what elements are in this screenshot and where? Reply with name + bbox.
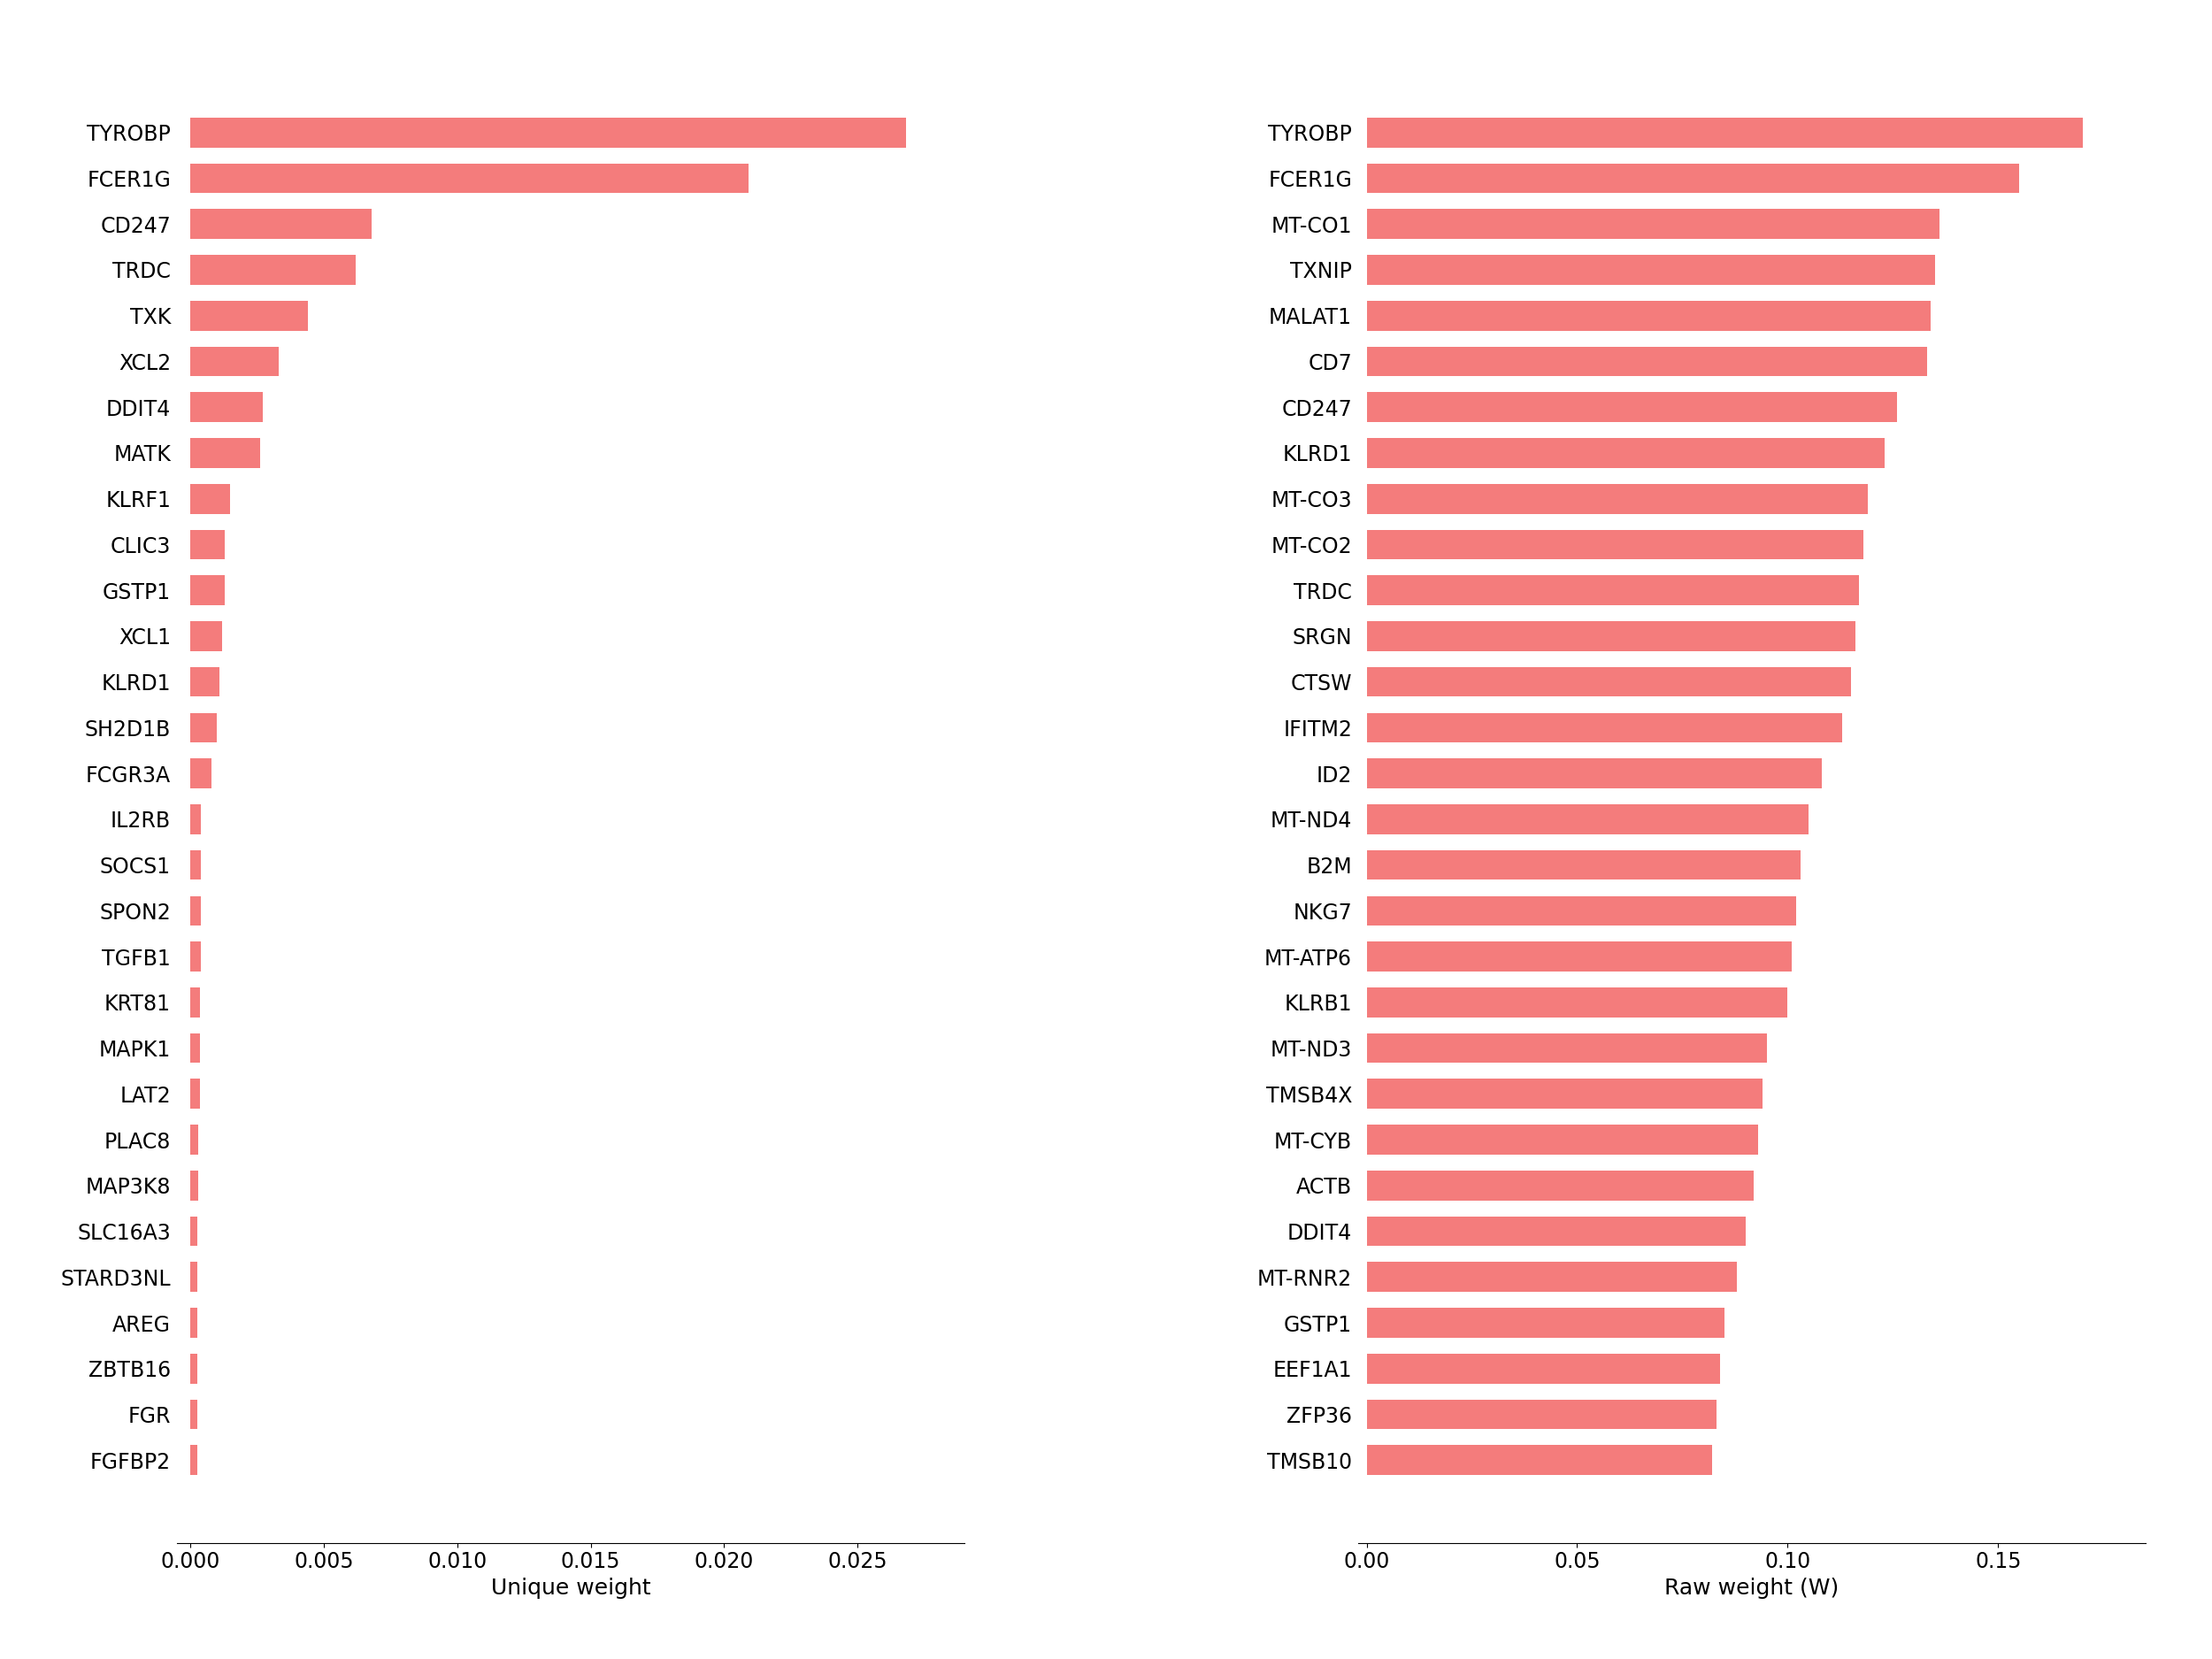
Bar — [1367, 529, 1863, 559]
Bar — [1367, 620, 1856, 650]
Bar — [1367, 576, 1860, 606]
Bar — [190, 255, 356, 285]
Bar — [1367, 667, 1851, 697]
Bar — [1367, 758, 1820, 788]
Bar — [1367, 1125, 1759, 1155]
Bar — [1367, 300, 1931, 330]
Bar — [190, 576, 226, 606]
Bar — [190, 713, 217, 743]
Bar — [1367, 347, 1927, 377]
Bar — [190, 987, 199, 1017]
Bar — [1367, 849, 1801, 879]
Bar — [1367, 255, 1936, 285]
Bar — [1367, 713, 1843, 743]
Bar — [1367, 942, 1792, 972]
Bar — [190, 438, 259, 468]
Bar — [1367, 1034, 1767, 1063]
Bar — [190, 942, 201, 972]
Bar — [190, 620, 223, 650]
Bar — [1367, 896, 1796, 926]
Bar — [190, 758, 212, 788]
Bar — [1367, 392, 1898, 421]
Bar — [190, 1354, 197, 1384]
Bar — [190, 1078, 199, 1108]
Bar — [190, 1171, 199, 1201]
Bar — [1367, 1171, 1754, 1201]
Bar — [190, 849, 201, 879]
Bar — [190, 118, 905, 148]
Bar — [1367, 1354, 1721, 1384]
Bar — [190, 1034, 199, 1063]
Bar — [1367, 1445, 1712, 1475]
Bar — [190, 164, 748, 192]
Bar — [190, 1307, 197, 1337]
Bar — [1367, 1216, 1745, 1246]
X-axis label: Unique weight: Unique weight — [491, 1578, 650, 1599]
Bar — [190, 1400, 197, 1428]
Bar — [1367, 118, 2081, 148]
Bar — [190, 484, 230, 514]
Bar — [1367, 484, 1867, 514]
Bar — [190, 392, 263, 421]
Bar — [190, 1125, 199, 1155]
Bar — [1367, 1078, 1763, 1108]
Bar — [1367, 987, 1787, 1017]
Bar — [1367, 164, 2020, 192]
Bar — [1367, 1262, 1736, 1292]
X-axis label: Raw weight (W): Raw weight (W) — [1666, 1578, 1838, 1599]
Bar — [190, 209, 372, 239]
Bar — [190, 896, 201, 926]
Bar — [190, 347, 279, 377]
Bar — [1367, 1400, 1717, 1428]
Bar — [190, 1445, 197, 1475]
Bar — [190, 1262, 197, 1292]
Bar — [190, 667, 219, 697]
Bar — [1367, 209, 1940, 239]
Bar — [190, 805, 201, 834]
Bar — [1367, 438, 1885, 468]
Bar — [190, 1216, 197, 1246]
Bar — [1367, 1307, 1725, 1337]
Bar — [190, 300, 307, 330]
Bar — [1367, 805, 1809, 834]
Bar — [190, 529, 226, 559]
